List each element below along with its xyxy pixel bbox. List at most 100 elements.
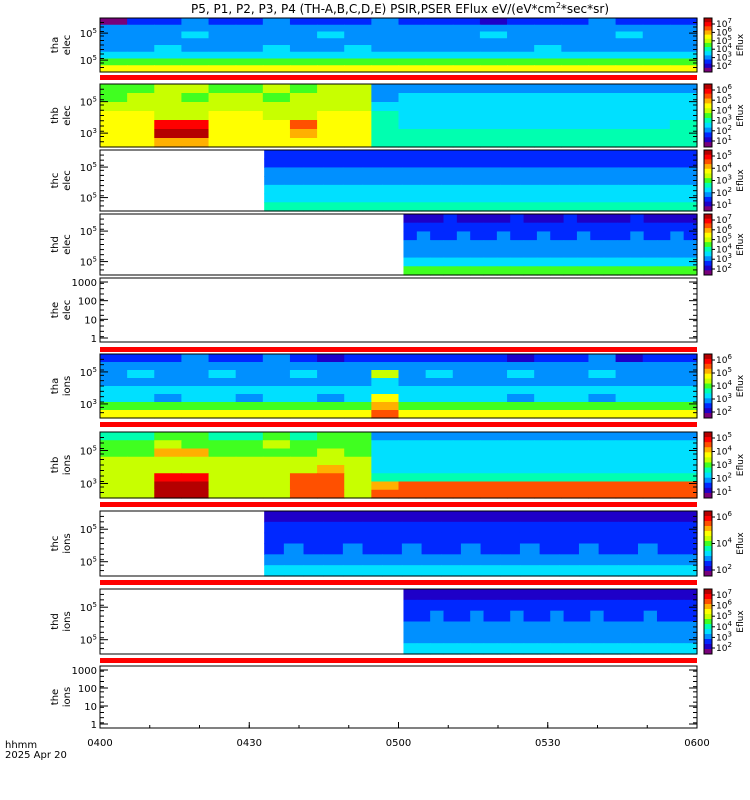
heatmap-cell — [523, 632, 538, 644]
y-tick-label: 1 — [91, 720, 97, 731]
heatmap-cell — [443, 632, 458, 644]
heatmap-cell — [618, 202, 639, 212]
heatmap-cell — [264, 184, 285, 195]
heatmap-cell — [657, 521, 678, 534]
colorbar-swatch — [704, 154, 712, 160]
heatmap-cell — [561, 473, 590, 483]
heatmap-cell — [483, 599, 498, 612]
heatmap-cell — [317, 456, 345, 466]
heatmap-cell — [563, 231, 578, 241]
heatmap-cell — [344, 84, 372, 94]
heatmap-cell — [154, 386, 183, 395]
heatmap-cell — [479, 378, 508, 387]
panel-label-species: elec — [62, 35, 73, 56]
heatmap-cell — [637, 565, 659, 577]
heatmap-cell — [100, 378, 128, 387]
heatmap-cell — [510, 621, 525, 633]
colorbar-swatch — [704, 84, 712, 90]
heatmap-cell — [398, 51, 427, 60]
heatmap-cell — [425, 38, 454, 46]
heatmap-cell — [483, 610, 498, 623]
heatmap-cell — [441, 176, 462, 186]
heatmap-cell — [630, 240, 645, 250]
heatmap-cell — [317, 362, 345, 371]
heatmap-cell — [683, 222, 698, 233]
heatmap-cell — [677, 176, 698, 186]
heatmap-cell — [588, 51, 617, 60]
heatmap-cell — [523, 621, 538, 633]
heatmap-cell — [561, 65, 590, 73]
heatmap-cell — [534, 24, 562, 33]
heatmap-cell — [425, 120, 454, 130]
heatmap-cell — [127, 138, 155, 148]
colorbar-label: Eflux — [736, 233, 746, 256]
colorbar-swatch — [704, 388, 712, 394]
heatmap-cell — [588, 410, 617, 419]
heatmap-cell — [208, 51, 237, 60]
heatmap-cell — [283, 158, 305, 169]
heatmap-cell — [154, 481, 183, 491]
heatmap-cell — [669, 370, 698, 379]
heatmap-cell — [460, 511, 482, 523]
heatmap-cell — [303, 511, 324, 523]
heatmap-cell — [456, 643, 471, 655]
heatmap-cell — [598, 532, 619, 545]
heatmap-cell — [670, 231, 685, 241]
chart-title: P5, P1, P2, P3, P4 (TH-A,B,C,D,E) PSIR,P… — [191, 1, 609, 16]
heatmap-cell — [382, 184, 403, 195]
heatmap-cell — [154, 120, 183, 130]
heatmap-cell — [637, 158, 659, 169]
heatmap-cell — [630, 599, 645, 612]
heatmap-cell — [656, 599, 671, 612]
heatmap-cell — [262, 120, 291, 130]
heatmap-cell — [507, 481, 535, 491]
heatmap-cell — [669, 481, 698, 491]
heatmap-cell — [398, 489, 427, 499]
heatmap-cell — [598, 150, 619, 160]
heatmap-cell — [344, 465, 372, 474]
heatmap-cell — [154, 45, 183, 53]
heatmap-cell — [470, 610, 485, 623]
heatmap-cell — [657, 158, 678, 169]
heatmap-cell — [303, 554, 324, 566]
heatmap-cell — [456, 222, 471, 233]
colorbar-swatch — [704, 26, 712, 31]
heatmap-cell — [588, 481, 617, 491]
panel-label-probe: thd — [50, 236, 61, 253]
colorbar-swatch — [704, 368, 712, 375]
heatmap-cell — [470, 257, 485, 267]
panel-label-species: elec — [62, 234, 73, 255]
colorbar-tick-label: 103 — [716, 174, 732, 187]
heatmap-cell — [430, 214, 445, 224]
heatmap-cell — [289, 386, 318, 395]
heatmap-cell — [289, 58, 318, 66]
heatmap-cell — [344, 129, 372, 139]
heatmap-cell — [519, 543, 541, 555]
colorbar-tick-label: 101 — [716, 198, 732, 211]
heatmap-cell — [382, 167, 403, 177]
heatmap-cell — [289, 120, 318, 130]
colorbar-tick-label: 103 — [716, 252, 732, 265]
heatmap-cell — [683, 589, 698, 601]
heatmap-cell — [303, 532, 324, 545]
heatmap-cell — [425, 394, 454, 403]
heatmap-cell — [677, 511, 698, 523]
heatmap-cell — [576, 610, 591, 623]
heatmap-cell — [669, 65, 698, 73]
heatmap-cell — [289, 394, 318, 403]
heatmap-cell — [371, 481, 400, 491]
heatmap-cell — [588, 24, 617, 33]
heatmap-cell — [452, 18, 481, 26]
heatmap-cell — [550, 231, 565, 241]
heatmap-cell — [563, 240, 578, 250]
heatmap-cell — [208, 129, 237, 139]
heatmap-cell — [371, 38, 400, 46]
heatmap-cell — [127, 65, 155, 73]
heatmap-cell — [480, 202, 501, 212]
colorbar-swatch — [704, 398, 712, 404]
heatmap-cell — [588, 402, 617, 411]
heatmap-cell — [479, 354, 508, 363]
heatmap-cell — [452, 481, 481, 491]
